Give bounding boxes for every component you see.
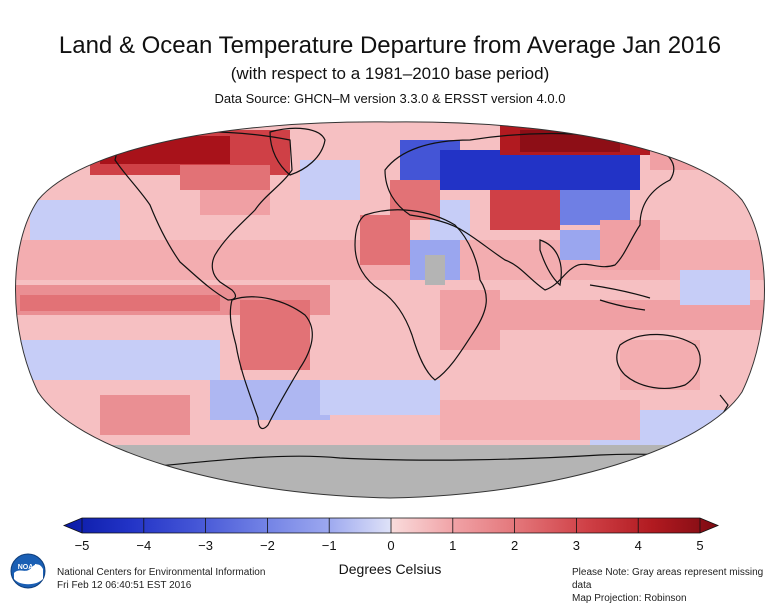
colorbar-tick-label: −5 xyxy=(74,538,90,553)
colorbar-tick-label: −3 xyxy=(198,538,214,553)
noaa-logo-icon: NOAA xyxy=(10,553,46,589)
colorbar-tick-label: 1 xyxy=(449,538,457,553)
org-name: National Centers for Environmental Infor… xyxy=(57,567,266,578)
map-title: Land & Ocean Temperature Departure from … xyxy=(58,32,722,59)
colorbar-tick-label: −4 xyxy=(136,538,152,553)
footer-right: Please Note: Gray areas represent missin… xyxy=(572,566,780,605)
missing-data-note: Please Note: Gray areas represent missin… xyxy=(572,567,764,591)
timestamp: Fri Feb 12 06:40:51 EST 2016 xyxy=(57,580,192,591)
colorbar-tick-label: 5 xyxy=(696,538,704,553)
globe-outline xyxy=(15,121,765,499)
map-subtitle: (with respect to a 1981–2010 base period… xyxy=(230,64,550,83)
colorbar-title: Degrees Celsius xyxy=(338,561,442,577)
colorbar xyxy=(62,517,720,534)
colorbar-tick-label: 4 xyxy=(634,538,642,553)
anomaly-field xyxy=(15,121,765,498)
colorbar-tick-label: 2 xyxy=(510,538,519,553)
colorbar-tick-label: −2 xyxy=(259,538,275,553)
colorbar-tick-label: −1 xyxy=(321,538,337,553)
footer-left: National Centers for Environmental Infor… xyxy=(57,566,265,592)
projection-note: Map Projection: Robinson xyxy=(572,593,687,604)
data-source: Data Source: GHCN–M version 3.3.0 & ERSS… xyxy=(214,91,566,106)
colorbar-tick-label: 3 xyxy=(572,538,581,553)
logo-text: NOAA xyxy=(18,564,39,571)
colorbar-tick-label: 0 xyxy=(387,538,395,553)
